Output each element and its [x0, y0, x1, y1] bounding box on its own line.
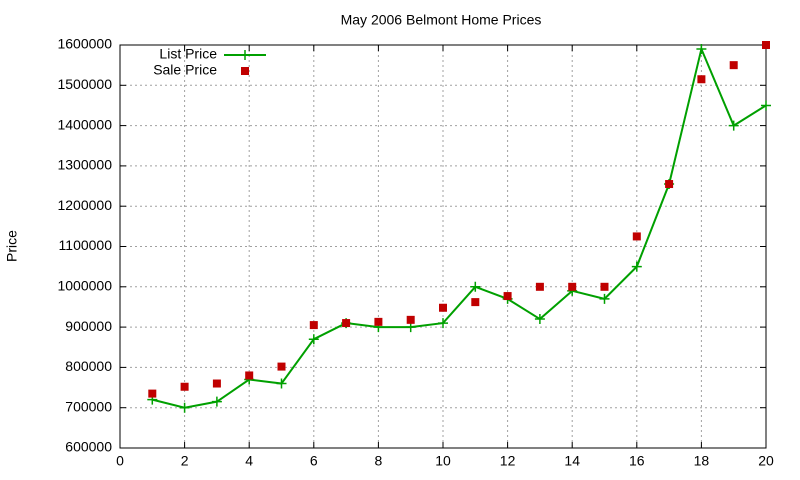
y-tick-label: 900000 — [65, 318, 112, 334]
x-tick-label: 14 — [564, 453, 580, 469]
y-axis-label: Price — [4, 230, 20, 262]
data-point — [728, 120, 739, 131]
x-tick-label: 2 — [181, 453, 189, 469]
data-point — [761, 100, 771, 111]
chart-title: May 2006 Belmont Home Prices — [341, 12, 542, 28]
data-point — [438, 318, 448, 329]
data-point — [374, 317, 383, 326]
x-tick-label: 12 — [500, 453, 516, 469]
data-point — [696, 44, 707, 55]
data-point — [245, 371, 254, 380]
data-point — [308, 334, 319, 345]
y-tick-label: 600000 — [65, 439, 112, 455]
series-line — [152, 45, 767, 409]
data-point — [211, 396, 222, 407]
y-tick-label: 1100000 — [59, 237, 113, 253]
y-tick-label: 1300000 — [57, 157, 112, 173]
y-tick-label: 1400000 — [57, 116, 112, 132]
legend-label: List Price — [159, 46, 217, 62]
data-point — [471, 298, 480, 307]
data-point — [503, 292, 512, 301]
x-tick-label: 20 — [758, 453, 774, 469]
x-tick-label: 10 — [435, 453, 451, 469]
x-tick-label: 18 — [694, 453, 710, 469]
y-tick-label: 1200000 — [57, 197, 112, 213]
data-point — [535, 282, 544, 291]
data-point — [179, 402, 190, 413]
x-tick-label: 4 — [245, 453, 253, 469]
data-point — [665, 180, 674, 189]
data-point — [439, 303, 447, 312]
data-point — [762, 41, 770, 49]
data-point — [406, 315, 415, 324]
y-tick-label: 1500000 — [57, 76, 112, 92]
y-tick-label: 1600000 — [57, 36, 112, 52]
data-point — [470, 281, 481, 292]
data-point — [697, 75, 706, 84]
data-point — [276, 378, 287, 389]
data-point — [599, 293, 610, 304]
x-tick-label: 8 — [375, 453, 383, 469]
x-tick-label: 0 — [116, 453, 124, 469]
legend-marker — [240, 50, 250, 60]
x-tick-label: 6 — [310, 453, 318, 469]
y-tick-label: 700000 — [65, 398, 112, 414]
data-point — [534, 314, 545, 325]
data-point — [568, 282, 577, 291]
data-point — [148, 389, 157, 398]
y-tick-label: 1000000 — [57, 278, 112, 294]
y-tick-label: 800000 — [65, 358, 112, 374]
legend-marker — [241, 67, 249, 75]
plot-frame — [119, 44, 767, 449]
data-point — [600, 282, 609, 291]
data-point — [632, 232, 641, 241]
data-point — [180, 382, 189, 391]
data-point — [631, 261, 642, 272]
legend-label: Sale Price — [153, 62, 217, 78]
data-point — [729, 61, 738, 70]
data-point — [212, 379, 221, 388]
data-point — [277, 362, 286, 371]
data-point — [342, 319, 351, 328]
x-tick-label: 16 — [629, 453, 645, 469]
data-point — [309, 321, 318, 330]
